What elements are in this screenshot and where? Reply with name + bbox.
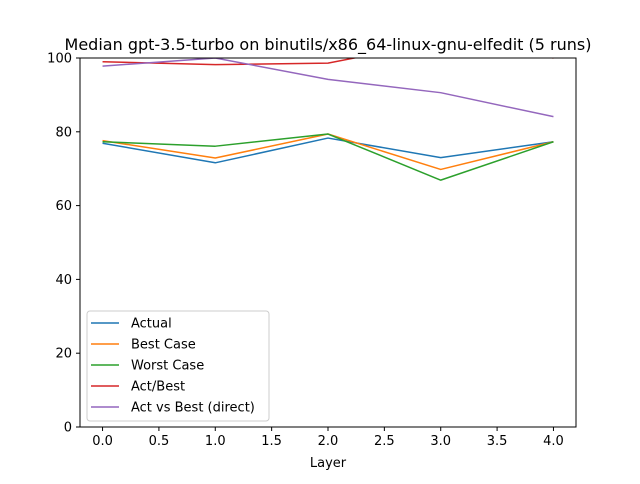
legend-label-act-best: Act/Best bbox=[131, 380, 185, 395]
series-line-act-vs-best-direct bbox=[102, 58, 554, 118]
x-tick-label: 0.0 bbox=[92, 434, 113, 449]
legend-label-actual: Actual bbox=[131, 317, 172, 332]
y-tick-label: 100 bbox=[47, 52, 72, 67]
legend-box bbox=[86, 310, 270, 422]
y-tick-label: 0 bbox=[64, 421, 72, 436]
y-tick-label: 40 bbox=[55, 273, 72, 288]
legend-label-act-vs-best-direct: Act vs Best (direct) bbox=[131, 401, 255, 416]
x-tick-label: 0.5 bbox=[149, 434, 170, 449]
y-tick-label: 20 bbox=[55, 347, 72, 362]
series-line-act-best bbox=[102, 58, 554, 66]
x-tick-label: 1.5 bbox=[261, 434, 282, 449]
x-tick-label: 4.0 bbox=[543, 434, 564, 449]
series-line-worst-case bbox=[102, 133, 554, 181]
x-tick-label: 2.5 bbox=[374, 434, 395, 449]
x-axis-label: Layer bbox=[310, 456, 347, 471]
y-tick-label: 60 bbox=[55, 199, 72, 214]
x-tick-label: 1.0 bbox=[205, 434, 226, 449]
legend-label-best-case: Best Case bbox=[131, 338, 196, 353]
series-line-actual bbox=[102, 137, 554, 164]
legend-label-worst-case: Worst Case bbox=[131, 359, 204, 374]
chart-title: Median gpt-3.5-turbo on binutils/x86_64-… bbox=[65, 35, 592, 55]
x-axis: 0.0 0.5 1.0 1.5 2.0 2.5 3.0 3.5 4.0 bbox=[92, 427, 564, 449]
y-axis: 0 20 40 60 80 100 bbox=[47, 52, 80, 436]
x-tick-label: 3.0 bbox=[430, 434, 451, 449]
x-tick-label: 2.0 bbox=[318, 434, 339, 449]
x-tick-label: 3.5 bbox=[487, 434, 508, 449]
series-layer bbox=[102, 58, 554, 181]
y-tick-label: 80 bbox=[55, 125, 72, 140]
legend: Actual Best Case Worst Case Act/Best Act vs … bbox=[86, 310, 270, 422]
